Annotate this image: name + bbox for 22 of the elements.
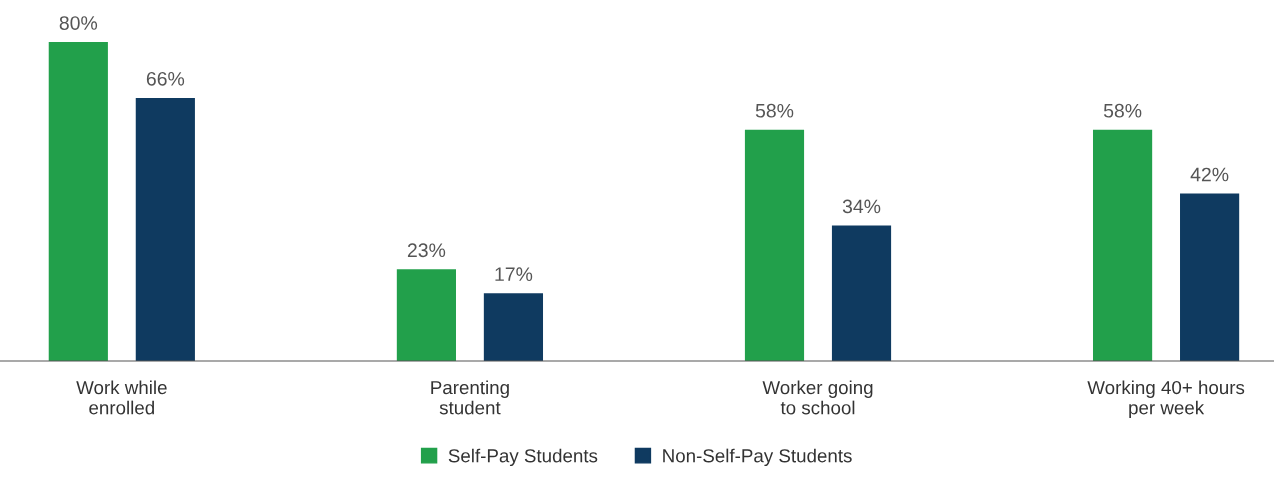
bar	[396, 269, 456, 361]
data-label: 17%	[495, 267, 533, 281]
bar	[831, 225, 892, 361]
data-label: 58%	[755, 103, 794, 118]
bar	[48, 42, 108, 361]
x-tick-label: Parenting student	[431, 380, 509, 415]
bar	[1180, 193, 1240, 361]
legend-label: Non-Self-Pay Students	[663, 448, 852, 467]
x-tick-label: Worker going to school	[762, 380, 873, 415]
data-label: 42%	[1190, 167, 1229, 182]
bar	[135, 97, 195, 361]
x-tick-label: Working 40+ hours per week	[1087, 380, 1245, 419]
bar	[744, 129, 805, 361]
legend-label: Self-Pay Students	[448, 448, 598, 467]
bar	[1092, 129, 1153, 361]
x-tick-label: Work while enrolled	[76, 380, 167, 415]
data-label: 58%	[1103, 103, 1142, 118]
data-label: 80%	[59, 16, 98, 30]
data-label: 66%	[146, 71, 185, 86]
bar	[483, 293, 544, 361]
data-label: 34%	[842, 199, 881, 214]
data-label: 23%	[407, 243, 446, 258]
